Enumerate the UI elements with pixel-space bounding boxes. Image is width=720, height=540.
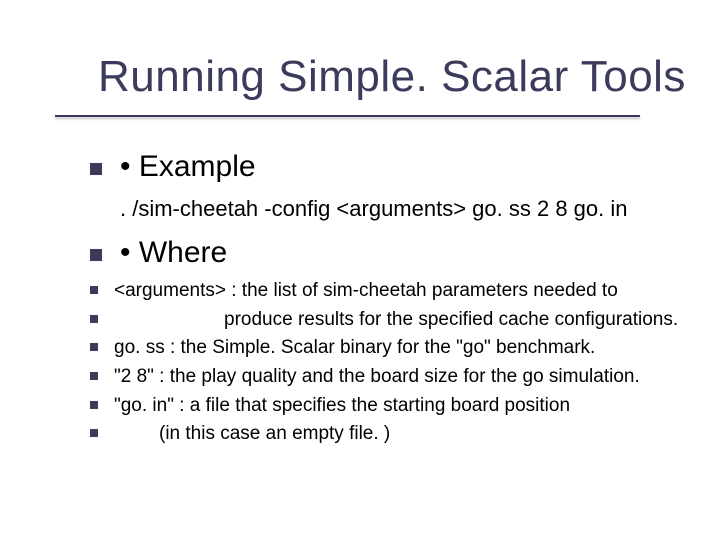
where-heading: • Where (120, 236, 227, 270)
list-item: "2 8" : the play quality and the board s… (90, 364, 690, 390)
bullet-square-icon (90, 286, 98, 294)
where-items: <arguments> : the list of sim-cheetah pa… (90, 278, 690, 447)
list-item-text: "go. in" : a file that specifies the sta… (114, 393, 570, 419)
bullet-square-icon (90, 315, 98, 323)
slide-body: • Example . /sim-cheetah -config <argume… (90, 150, 690, 450)
list-item: produce results for the specified cache … (90, 307, 690, 333)
list-item: <arguments> : the list of sim-cheetah pa… (90, 278, 690, 304)
bullet-square-icon (90, 343, 98, 351)
bullet-square-icon (90, 372, 98, 380)
example-heading: • Example (120, 150, 256, 184)
bullet-square-icon (90, 163, 102, 175)
bullet-square-icon (90, 401, 98, 409)
list-item: (in this case an empty file. ) (90, 421, 690, 447)
where-heading-row: • Where (90, 236, 690, 270)
list-item-text: produce results for the specified cache … (114, 307, 678, 333)
list-item-text: (in this case an empty file. ) (114, 421, 390, 447)
title-underline (55, 115, 640, 117)
bullet-square-icon (90, 249, 102, 261)
slide: Running Simple. Scalar Tools • Example .… (0, 0, 720, 540)
list-item: "go. in" : a file that specifies the sta… (90, 393, 690, 419)
list-item: go. ss : the Simple. Scalar binary for t… (90, 335, 690, 361)
list-item-text: "2 8" : the play quality and the board s… (114, 364, 640, 390)
list-item-text: go. ss : the Simple. Scalar binary for t… (114, 335, 595, 361)
example-command: . /sim-cheetah -config <arguments> go. s… (120, 196, 690, 222)
example-heading-row: • Example (90, 150, 690, 184)
bullet-square-icon (90, 429, 98, 437)
list-item-text: <arguments> : the list of sim-cheetah pa… (114, 278, 618, 304)
slide-title: Running Simple. Scalar Tools (98, 52, 686, 102)
